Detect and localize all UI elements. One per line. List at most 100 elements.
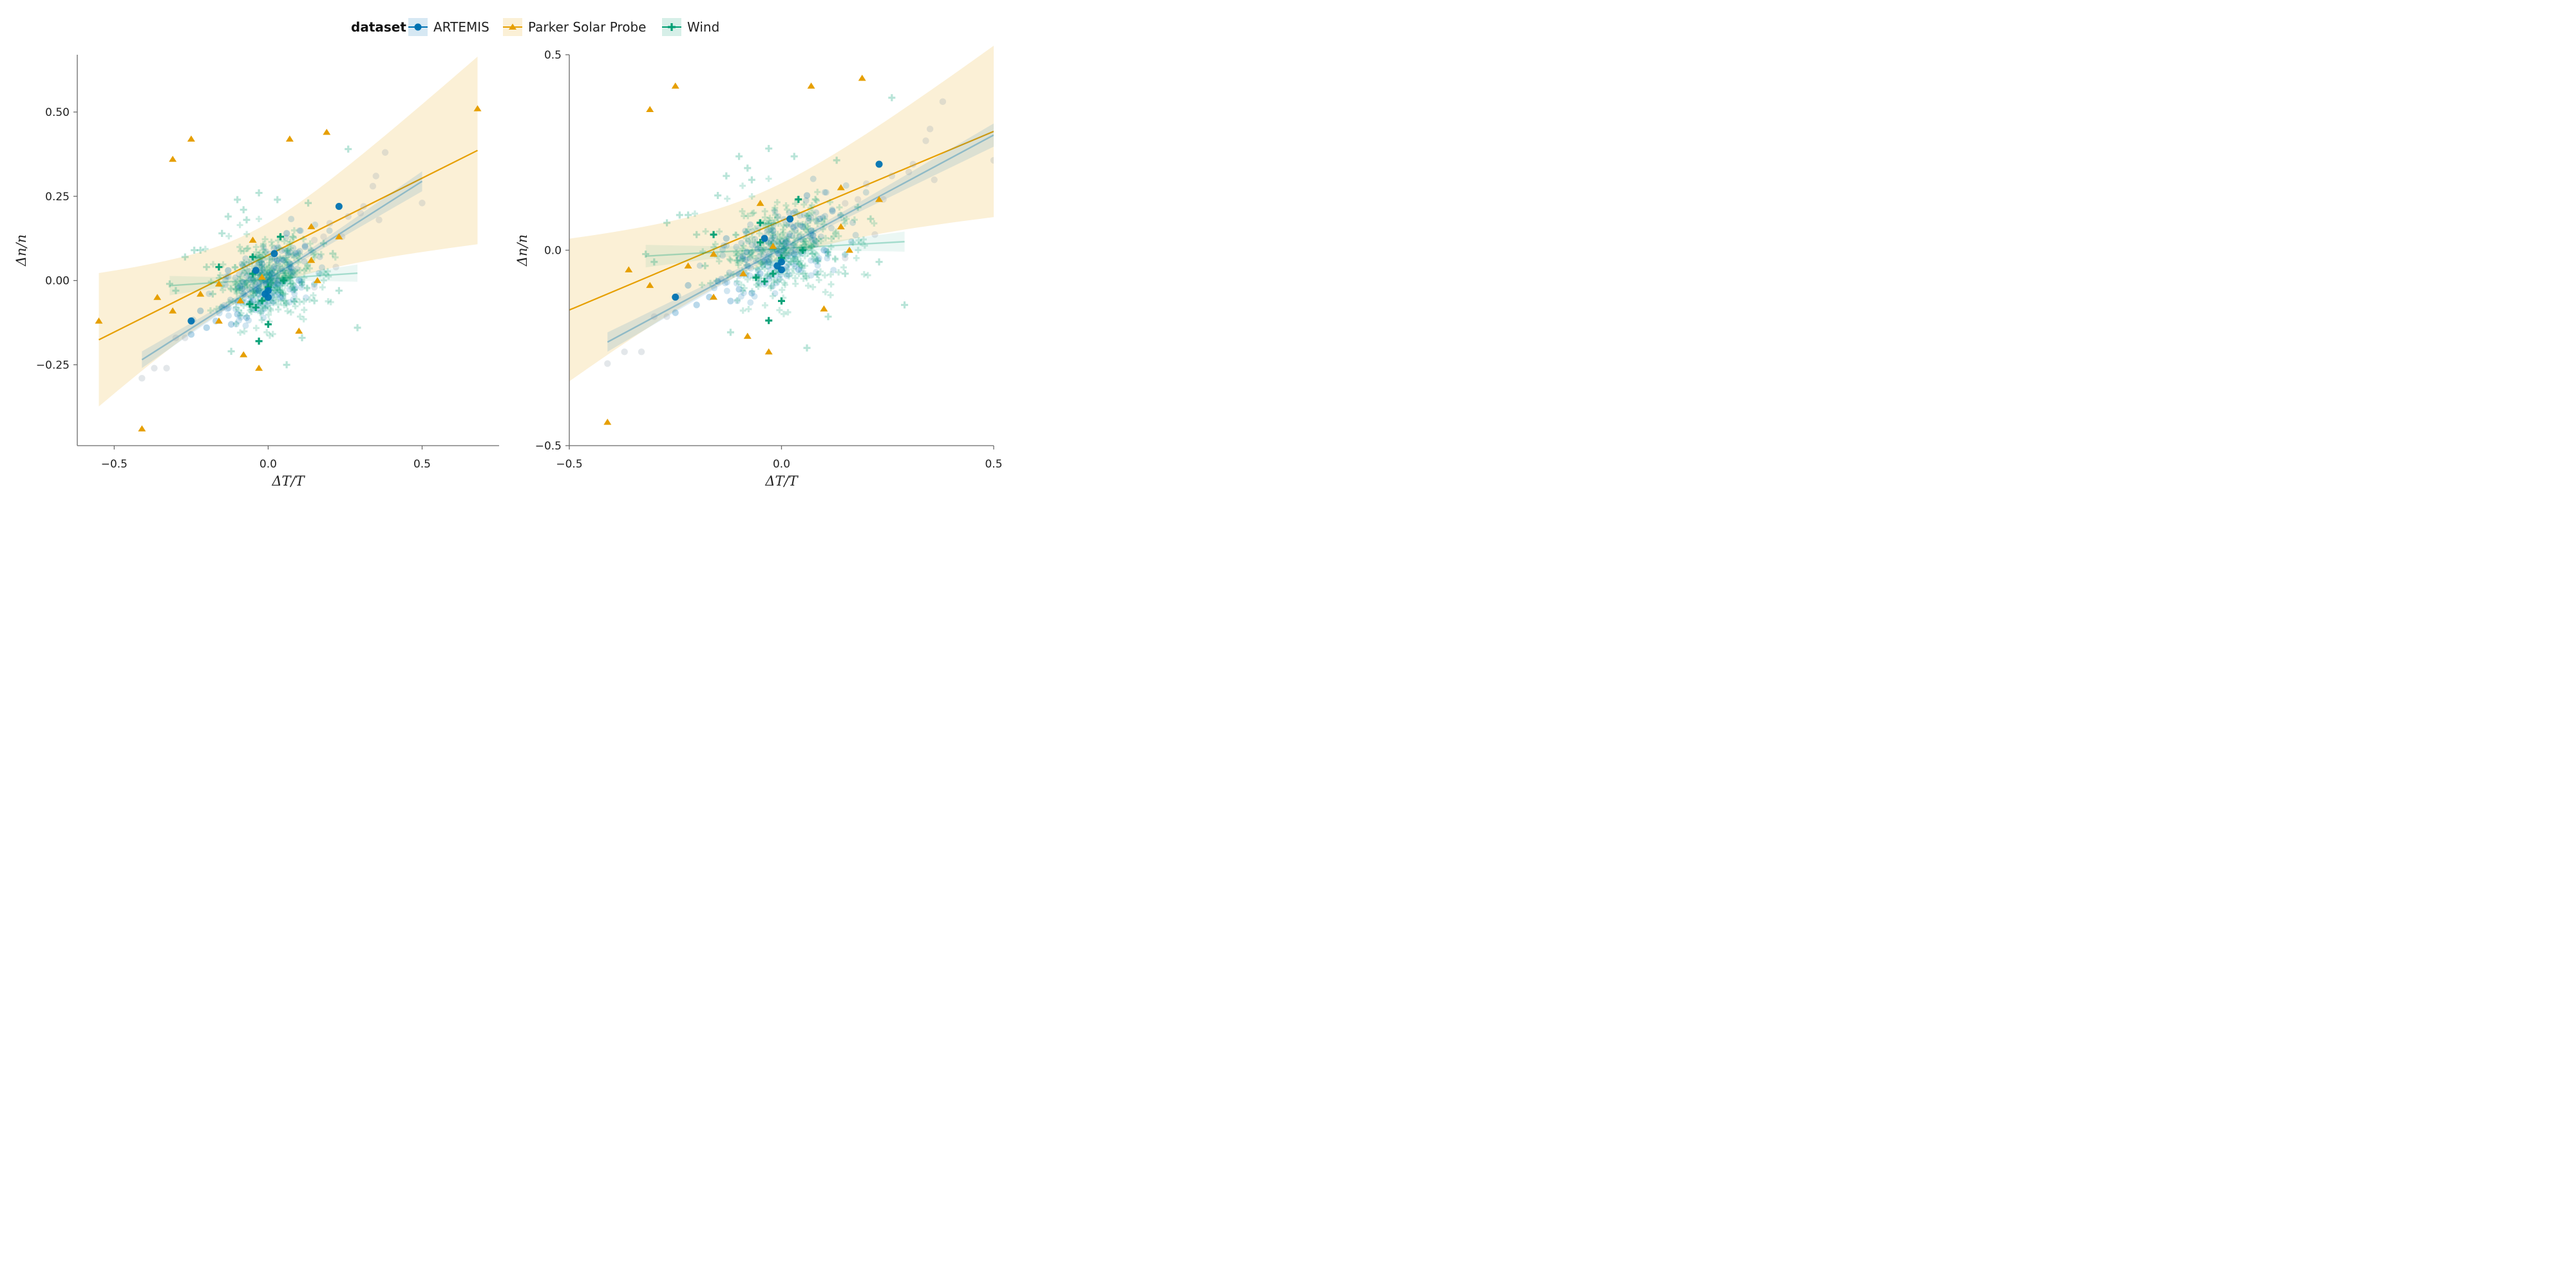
wind-point <box>281 272 289 279</box>
artemis-point <box>225 305 232 312</box>
wind-point <box>810 283 817 290</box>
wind-point <box>811 249 819 256</box>
artemis-point <box>821 189 828 196</box>
wind-point <box>769 292 776 299</box>
wind-point <box>853 254 860 261</box>
artemis-point <box>278 265 285 272</box>
wind-point <box>283 361 290 368</box>
wind-point <box>276 287 283 294</box>
artemis-point <box>256 260 263 267</box>
artemis-point <box>747 299 754 306</box>
artemis-point <box>275 260 282 267</box>
wind-point <box>803 344 811 352</box>
legend-entry-wind[interactable]: Wind <box>662 18 719 36</box>
wind-point <box>243 245 251 252</box>
wind-point <box>701 262 709 270</box>
artemis-point <box>726 269 733 276</box>
artemis-point <box>792 227 799 234</box>
wind-point <box>769 270 777 278</box>
artemis-point <box>717 276 724 283</box>
wind-point <box>733 252 740 260</box>
wind-point <box>692 210 698 217</box>
wind-point <box>794 259 801 266</box>
wind-point <box>317 251 325 258</box>
wind-point <box>806 244 813 251</box>
wind-point <box>281 301 288 308</box>
wind-point <box>828 243 835 251</box>
wind-point <box>795 270 802 278</box>
wind-point <box>294 252 301 259</box>
wind-point <box>283 261 290 269</box>
wind-point <box>808 242 815 249</box>
wind-point <box>781 235 788 242</box>
artemis-point <box>735 286 743 293</box>
wind-point <box>766 214 773 222</box>
wind-point <box>830 233 837 240</box>
wind-point <box>713 277 720 284</box>
wind-point <box>289 272 296 279</box>
artemis-point <box>287 264 294 271</box>
wind-point <box>786 273 793 280</box>
wind-point <box>811 196 819 204</box>
artemis-point <box>326 220 334 227</box>
wind-point <box>243 216 251 223</box>
artemis-point <box>260 314 267 321</box>
wind-point <box>810 256 817 263</box>
legend-entry-psp[interactable]: Parker Solar Probe <box>503 18 646 36</box>
wind-point <box>864 272 871 279</box>
artemis-point <box>286 249 293 256</box>
wind-point <box>276 274 283 281</box>
artemis-point <box>775 250 782 257</box>
artemis-point <box>740 289 747 296</box>
artemis-point <box>786 209 793 216</box>
artemis-point <box>772 290 779 297</box>
artemis-point <box>747 221 754 228</box>
wind-point <box>833 229 840 236</box>
artemis-point <box>252 287 260 294</box>
wind-point <box>760 244 767 251</box>
wind-point <box>801 240 808 247</box>
wind-point <box>773 199 781 206</box>
wind-point <box>293 269 300 276</box>
artemis-point <box>262 270 269 277</box>
artemis-point <box>743 256 750 263</box>
wind-point <box>250 289 257 296</box>
wind-point <box>207 307 214 314</box>
wind-point <box>232 320 240 327</box>
y-tick-label: 0.5 <box>544 49 562 62</box>
wind-point <box>815 236 822 243</box>
wind-point <box>256 251 263 258</box>
wind-point <box>800 238 807 245</box>
artemis-point <box>375 216 383 223</box>
artemis-point <box>320 233 327 240</box>
artemis-point <box>237 314 244 321</box>
wind-point <box>795 236 802 243</box>
artemis-point <box>255 287 263 294</box>
artemis-point <box>755 225 762 232</box>
wind-point <box>242 283 249 290</box>
legend-entry-artemis[interactable]: ARTEMIS <box>408 18 489 36</box>
artemis-point <box>748 265 755 272</box>
psp-point <box>684 262 692 269</box>
artemis-point <box>238 285 245 292</box>
wind-point <box>734 257 741 264</box>
wind-point <box>257 253 264 260</box>
artemis-point <box>663 313 670 320</box>
wind-point <box>232 279 239 286</box>
artemis-point <box>742 256 749 263</box>
wind-point <box>255 254 262 261</box>
wind-point <box>268 279 275 286</box>
wind-point <box>289 283 296 290</box>
wind-point <box>804 213 811 220</box>
artemis-point <box>216 310 223 317</box>
wind-point <box>841 270 849 278</box>
wind-point <box>822 234 829 242</box>
artemis-point <box>776 276 783 283</box>
artemis-point <box>172 334 180 341</box>
wind-point <box>296 255 303 262</box>
artemis-point <box>808 257 815 264</box>
wind-point <box>279 263 286 270</box>
wind-point <box>780 229 787 236</box>
artemis-point <box>739 255 746 262</box>
artemis-point <box>270 263 278 270</box>
